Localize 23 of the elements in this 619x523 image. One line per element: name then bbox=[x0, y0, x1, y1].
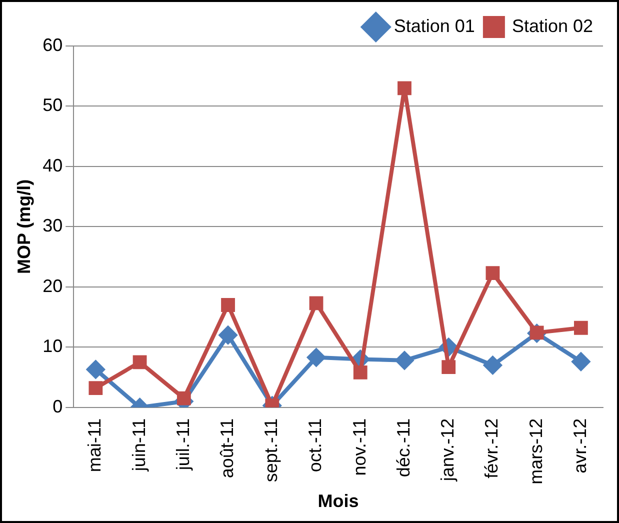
x-tick-label: oct.-11 bbox=[305, 418, 326, 472]
x-axis-title: Mois bbox=[318, 491, 359, 512]
x-tick-label: janv.-12 bbox=[438, 418, 458, 482]
y-tick-label: 50 bbox=[42, 95, 63, 116]
x-tick-label: juin-11 bbox=[128, 418, 149, 472]
y-tick-label: 30 bbox=[42, 216, 63, 236]
x-tick-label: mars-12 bbox=[526, 418, 546, 484]
y-tick-label: 40 bbox=[42, 155, 63, 176]
y-tick-label: 0 bbox=[52, 396, 63, 416]
legend-label: Station 02 bbox=[512, 16, 593, 36]
x-tick-label: févr.-12 bbox=[482, 418, 502, 478]
y-axis-title: MOP (mg/l) bbox=[14, 179, 34, 274]
x-tick-label: déc.-11 bbox=[393, 418, 414, 478]
x-tick-label: juil.-11 bbox=[172, 418, 193, 472]
y-tick-label: 20 bbox=[42, 276, 63, 296]
y-tick-label: 10 bbox=[42, 336, 63, 356]
x-tick-label: nov.-11 bbox=[349, 418, 370, 476]
x-tick-label: avr.-12 bbox=[570, 418, 590, 474]
x-tick-label: sept.-11 bbox=[261, 418, 282, 482]
y-tick-label: 60 bbox=[42, 34, 63, 55]
x-tick-label: mai-11 bbox=[84, 418, 105, 472]
legend-label: Station 01 bbox=[394, 16, 475, 36]
x-tick-label: août-11 bbox=[216, 418, 237, 478]
